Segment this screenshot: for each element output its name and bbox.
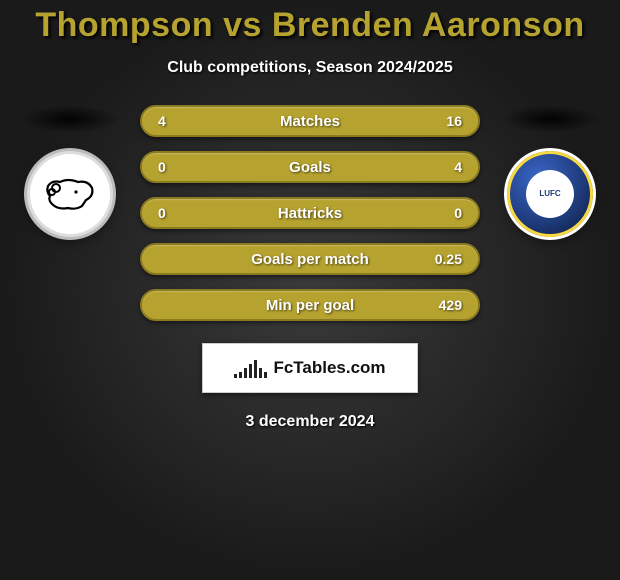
stat-row-hattricks: 0 Hattricks 0	[140, 197, 480, 229]
stat-left: 0	[158, 159, 166, 175]
stat-row-mpg: Min per goal 429	[140, 289, 480, 321]
bar-chart-icon	[234, 358, 267, 378]
right-club-badge: LUFC	[507, 151, 593, 237]
subtitle: Club competitions, Season 2024/2025	[0, 59, 620, 77]
stat-label: Min per goal	[142, 297, 478, 314]
date-label: 3 december 2024	[0, 413, 620, 431]
stat-label: Goals	[142, 159, 478, 176]
stat-right: 4	[454, 159, 462, 175]
stat-label: Goals per match	[142, 251, 478, 268]
left-club-badge	[27, 151, 113, 237]
stat-right: 0.25	[435, 251, 462, 267]
stat-label: Hattricks	[142, 205, 478, 222]
stat-right: 16	[446, 113, 462, 129]
brand-card: FcTables.com	[202, 343, 418, 393]
comparison-area: 4 Matches 16 0 Goals 4 0 Hattricks 0 Goa…	[0, 105, 620, 321]
stat-row-matches: 4 Matches 16	[140, 105, 480, 137]
stat-left: 4	[158, 113, 166, 129]
stat-right: 429	[439, 297, 462, 313]
page-title: Thompson vs Brenden Aaronson	[0, 0, 620, 45]
stat-row-goals: 0 Goals 4	[140, 151, 480, 183]
stat-left: 0	[158, 205, 166, 221]
shadow-ellipse	[20, 105, 120, 133]
ram-icon	[42, 174, 98, 214]
leeds-inner-icon: LUFC	[526, 170, 574, 218]
left-club-col	[10, 105, 130, 237]
right-club-col: LUFC	[490, 105, 610, 237]
shadow-ellipse	[500, 105, 600, 133]
stat-label: Matches	[142, 113, 478, 130]
stat-right: 0	[454, 205, 462, 221]
stat-row-gpm: Goals per match 0.25	[140, 243, 480, 275]
brand-text: FcTables.com	[273, 358, 385, 378]
stats-list: 4 Matches 16 0 Goals 4 0 Hattricks 0 Goa…	[140, 105, 480, 321]
